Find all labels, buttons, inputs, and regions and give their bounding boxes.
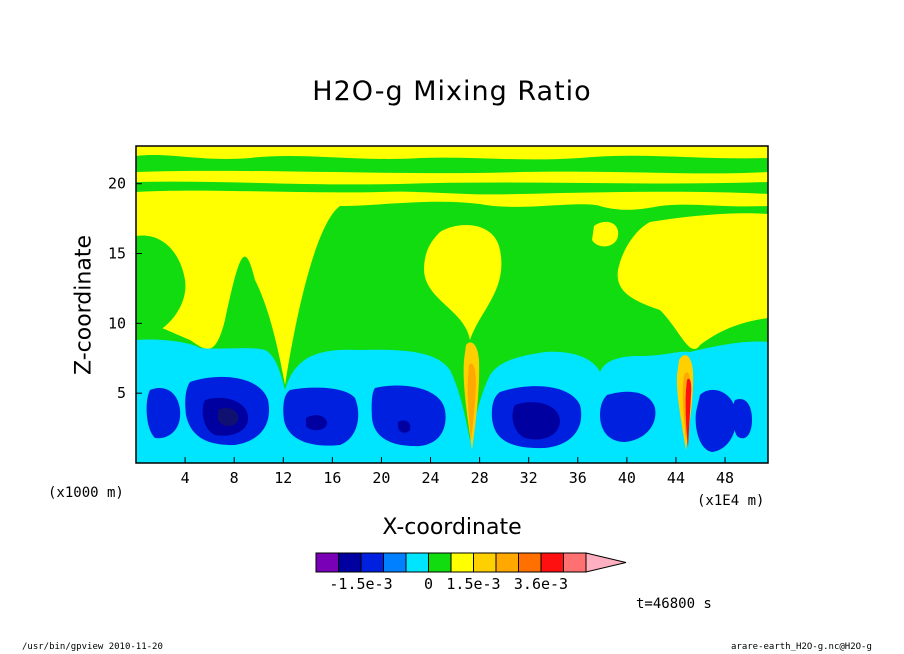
x-tick-label: 36 <box>569 469 587 487</box>
x-tick-label: 12 <box>274 469 292 487</box>
x-tick-label: 44 <box>667 469 685 487</box>
tower-28-orange <box>467 363 476 440</box>
x-tick-label: 8 <box>230 469 239 487</box>
footer-left: /usr/bin/gpview 2010-11-20 <box>22 642 163 652</box>
y-axis-label: Z-coordinate <box>71 235 97 375</box>
blue-cell-1 <box>146 388 181 439</box>
colorbar: -1.5e-3 0 1.5e-3 3.6e-3 <box>315 552 627 593</box>
colorbar-swatch <box>360 552 384 573</box>
y-tick-label: 20 <box>108 175 126 193</box>
blue-cell-4 <box>371 385 446 447</box>
blue-cell-7 <box>695 389 737 452</box>
colorbar-swatch <box>450 552 474 573</box>
y-tick-label: 5 <box>117 384 126 402</box>
colorbar-swatch <box>428 552 452 573</box>
yellow-layer-left <box>136 190 768 385</box>
blue-cell-8 <box>732 398 752 439</box>
contour-field <box>136 146 768 463</box>
x-tick-label: 20 <box>372 469 390 487</box>
top-yellow-band <box>136 146 768 160</box>
footer-right: arare-earth_H2O-g.nc@H2O-g <box>731 642 872 652</box>
colorbar-label: 3.6e-3 <box>514 575 568 593</box>
x-axis-unit: (x1000 m) <box>48 485 124 501</box>
colorbar-swatch <box>518 552 542 573</box>
x-axis-label: X-coordinate <box>382 515 522 540</box>
chart-title: H2O-g Mixing Ratio <box>312 76 592 107</box>
x-tick-label: 24 <box>421 469 439 487</box>
upper-yellow-band <box>136 170 768 185</box>
colorbar-label: 0 <box>424 575 433 593</box>
blue-cell-6 <box>600 391 656 442</box>
yellow-region-right <box>617 213 768 350</box>
x-tick-label: 16 <box>323 469 341 487</box>
x-tick-label: 40 <box>618 469 636 487</box>
tower-44-red <box>685 378 692 448</box>
green-patch-left <box>136 235 186 332</box>
colorbar-swatch <box>405 552 429 573</box>
y-axis-unit: (x1E4 m) <box>697 493 765 509</box>
dark-blue-cell-4 <box>398 420 411 433</box>
x-tick-label: 48 <box>716 469 734 487</box>
colorbar-swatch <box>563 552 587 573</box>
colorbar-extend-arrow <box>585 552 627 573</box>
x-tick-label: 4 <box>181 469 190 487</box>
y-tick-label: 10 <box>108 314 126 332</box>
colorbar-swatch <box>540 552 564 573</box>
colorbar-swatch <box>338 552 362 573</box>
x-tick-label: 28 <box>471 469 489 487</box>
dark-blue-cell-3 <box>306 415 328 431</box>
colorbar-label: 1.5e-3 <box>446 575 500 593</box>
y-tick-label: 15 <box>108 245 126 263</box>
yellow-plume-28 <box>424 225 502 340</box>
colorbar-label: -1.5e-3 <box>329 575 392 593</box>
colorbar-swatch <box>473 552 497 573</box>
dark-blue-cell-5 <box>512 402 560 440</box>
yellow-blob-small <box>592 221 619 247</box>
colorbar-swatch <box>383 552 407 573</box>
x-tick-label: 32 <box>520 469 538 487</box>
colorbar-swatch <box>315 552 339 573</box>
colorbar-swatch <box>495 552 519 573</box>
plot-frame <box>135 145 769 464</box>
time-label: t=46800 s <box>636 596 712 612</box>
darkest-cell-2 <box>218 408 239 426</box>
